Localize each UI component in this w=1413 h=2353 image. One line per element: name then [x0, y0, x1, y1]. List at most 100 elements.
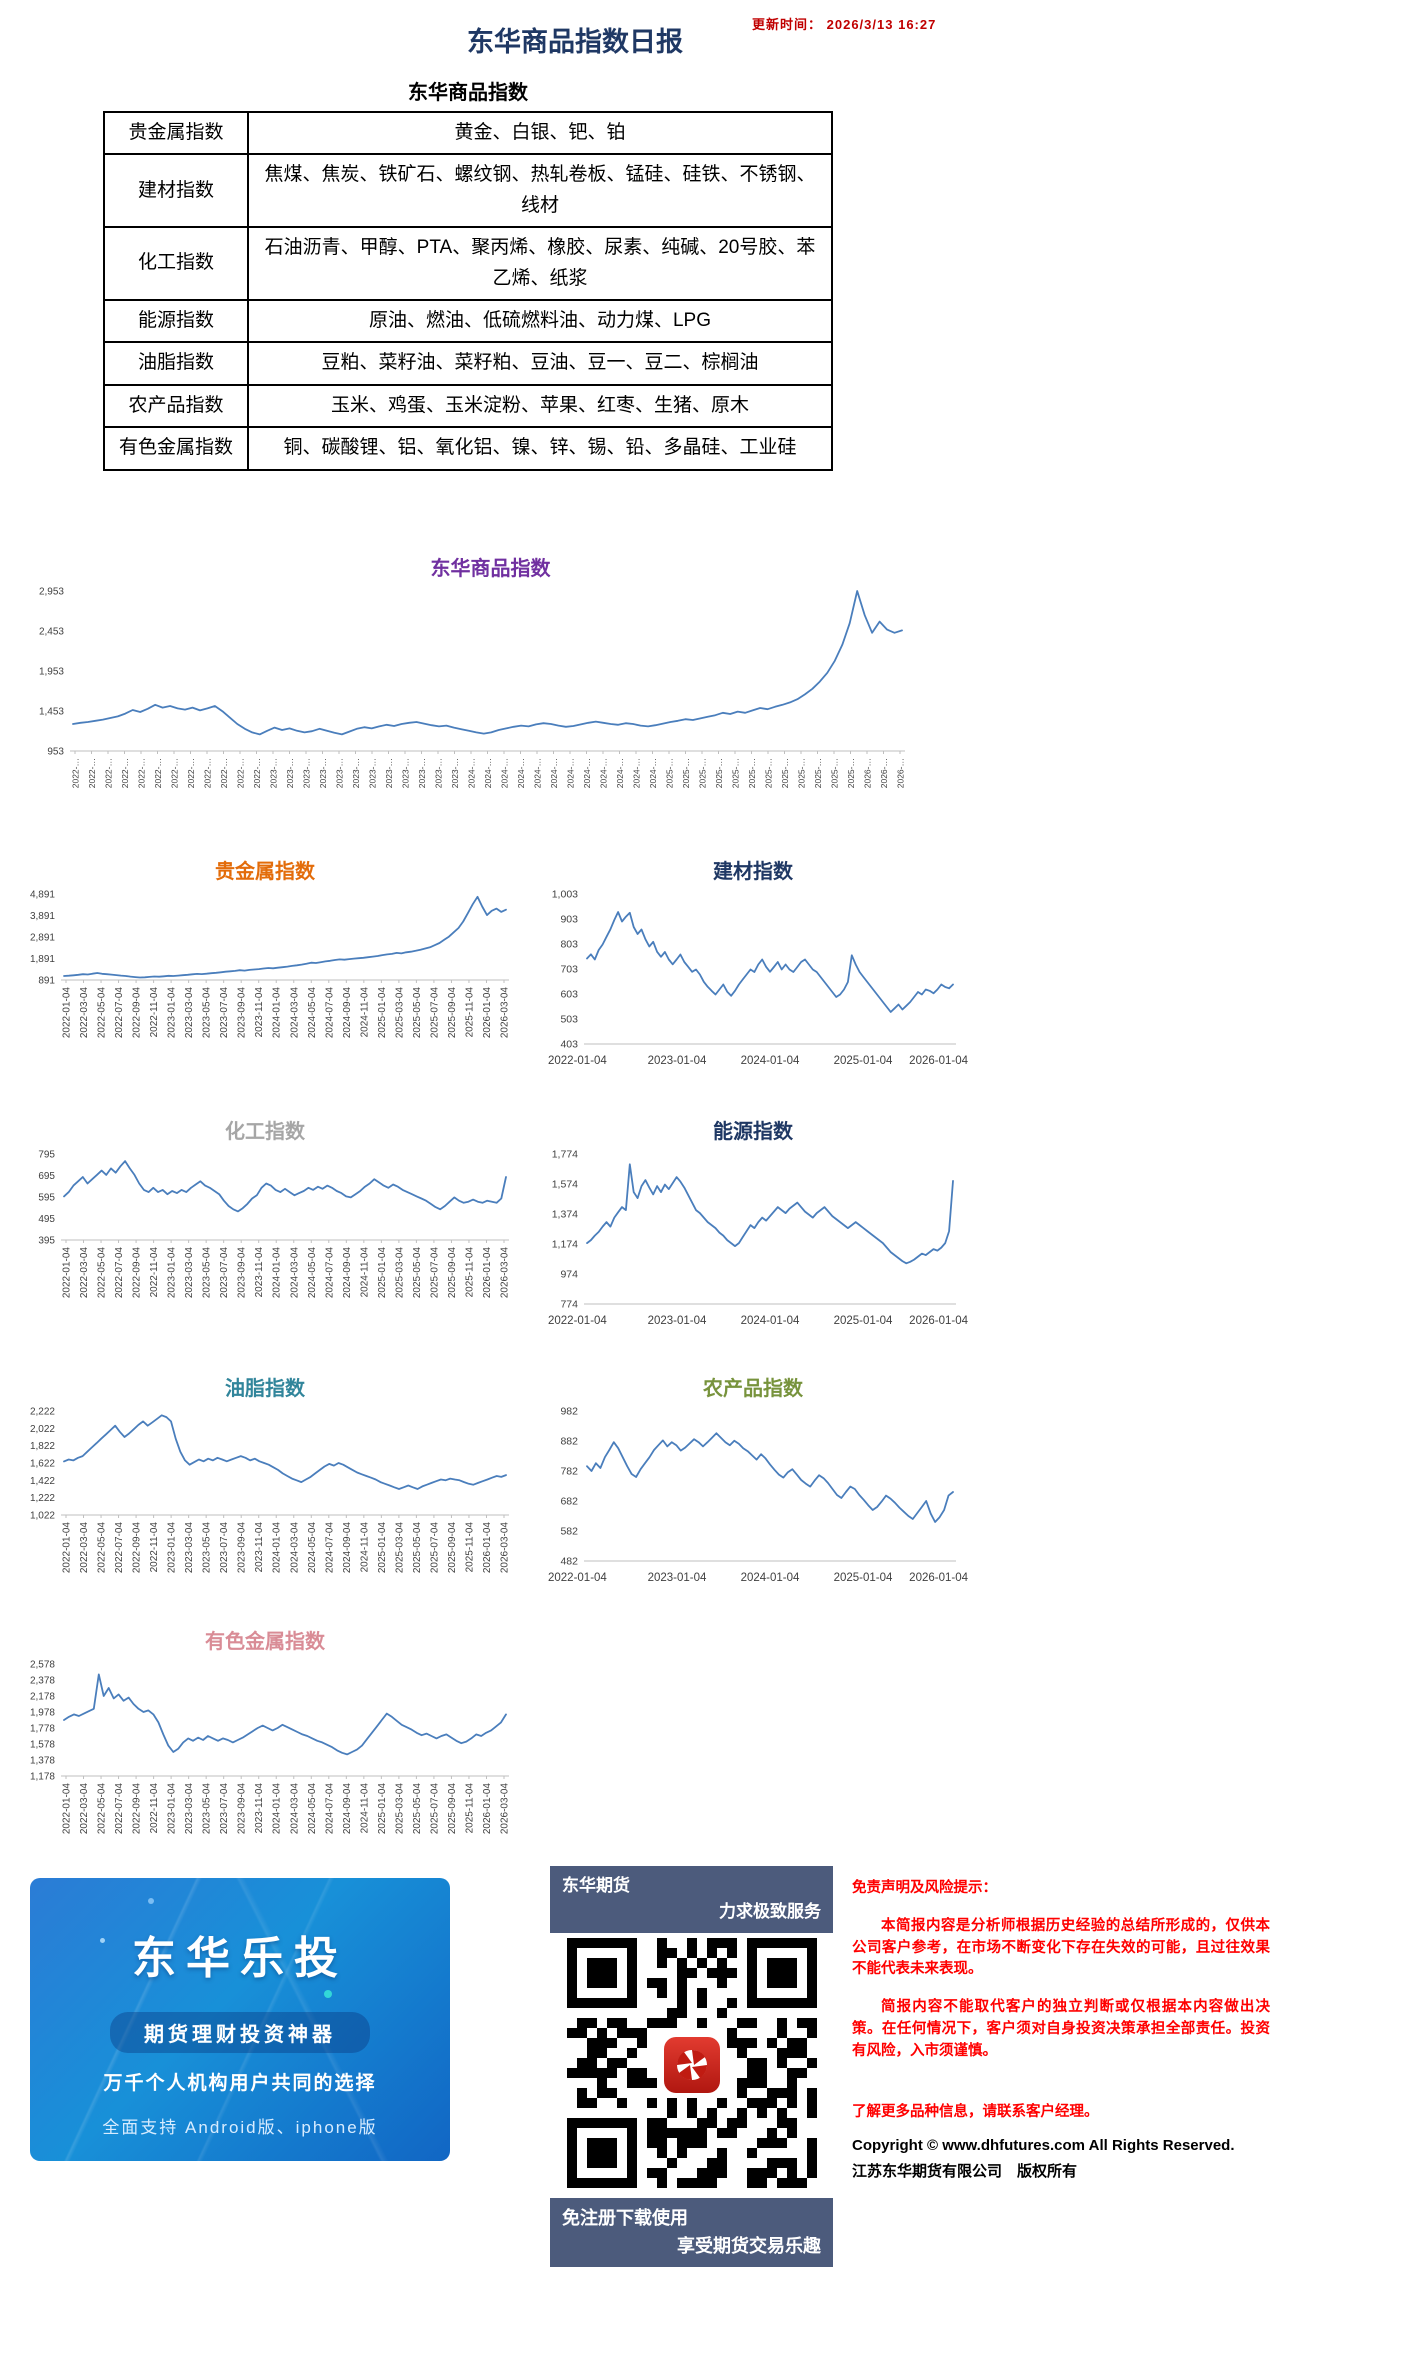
- svg-text:1,953: 1,953: [39, 667, 64, 678]
- index-category: 化工指数: [103, 226, 249, 301]
- svg-text:1,374: 1,374: [552, 1209, 578, 1221]
- svg-text:703: 703: [560, 964, 578, 976]
- svg-text:595: 595: [38, 1193, 55, 1204]
- svg-text:2022-…: 2022-…: [236, 758, 246, 788]
- svg-text:2026-03-04: 2026-03-04: [500, 1247, 511, 1299]
- chart-dhci-main: 东华商品指数 2,953 2,453 1,953 1,453 953 2022-… 2022…: [18, 552, 923, 827]
- svg-text:2023-…: 2023-…: [318, 758, 328, 788]
- svg-text:1,891: 1,891: [30, 954, 55, 965]
- svg-text:2026-01-04: 2026-01-04: [482, 1522, 493, 1574]
- svg-text:2025-…: 2025-…: [665, 758, 675, 788]
- svg-text:2023-03-04: 2023-03-04: [184, 987, 195, 1039]
- svg-text:2025-01-04: 2025-01-04: [377, 1522, 388, 1574]
- svg-text:603: 603: [560, 989, 578, 1001]
- svg-text:2024-07-04: 2024-07-04: [324, 1247, 335, 1299]
- svg-text:982: 982: [560, 1406, 578, 1418]
- qr-footer-line2: 享受期货交易乐趣: [677, 2235, 821, 2256]
- svg-text:2024-…: 2024-…: [582, 758, 592, 788]
- chart-title-chemical: 化工指数: [225, 1121, 305, 1143]
- svg-text:2026-01-04: 2026-01-04: [482, 987, 493, 1039]
- svg-text:2025-…: 2025-…: [714, 758, 724, 788]
- table-row: 化工指数 石油沥青、甲醇、PTA、聚丙烯、橡胶、尿素、纯碱、20号胶、苯乙烯、纸…: [103, 226, 833, 301]
- chart-title-energy: 能源指数: [713, 1121, 793, 1143]
- svg-text:2023-01-04: 2023-01-04: [648, 1315, 707, 1327]
- chart-title-precious: 贵金属指数: [215, 861, 315, 883]
- svg-text:2025-03-04: 2025-03-04: [394, 1522, 405, 1574]
- copyright-line2: 江苏东华期货有限公司 版权所有: [852, 2162, 1078, 2180]
- app-tagline: 期货理财投资神器: [109, 2012, 371, 2053]
- svg-text:2023-01-04: 2023-01-04: [648, 1055, 707, 1067]
- svg-text:2022-03-04: 2022-03-04: [79, 1783, 90, 1835]
- qr-panel: 东华期货 力求极致服务 免注册下载使用 享受期货交易乐趣: [550, 1866, 833, 2268]
- svg-text:2022-09-04: 2022-09-04: [132, 1522, 143, 1574]
- app-promo-banner: 东华乐投 期货理财投资神器 万千个人机构用户共同的选择 全面支持 Android…: [30, 1878, 450, 2161]
- svg-text:2024-05-04: 2024-05-04: [307, 987, 318, 1039]
- svg-text:582: 582: [560, 1526, 578, 1538]
- svg-text:1,622: 1,622: [30, 1459, 55, 1470]
- update-time: 更新时间： 2026/3/13 16:27: [752, 14, 1152, 33]
- svg-text:2025-05-04: 2025-05-04: [412, 1783, 423, 1835]
- svg-text:2026-01-04: 2026-01-04: [482, 1783, 493, 1835]
- svg-text:2022-…: 2022-…: [252, 758, 262, 788]
- svg-text:1,774: 1,774: [552, 1149, 578, 1161]
- qr-code: [550, 1932, 833, 2198]
- chart-canvas-nonferrous: 2,578 2,378 2,178 1,978 1,778 1,578 1,378 1,178…: [15, 1656, 515, 1866]
- svg-text:2,178: 2,178: [30, 1692, 55, 1703]
- chart-canvas-precious: 4,891 3,891 2,891 1,891 891 2022-01-04 2022-03…: [15, 886, 515, 1070]
- chart-nonferrous-metals: 有色金属指数 2,578 2,378 2,178 1,978 1,778 1,578 1,3…: [15, 1625, 515, 1866]
- app-platform-support: 全面支持 Android版、iphone版: [102, 2118, 378, 2137]
- svg-text:1,022: 1,022: [30, 1511, 55, 1522]
- index-category: 能源指数: [103, 298, 249, 344]
- svg-text:2025-01-04: 2025-01-04: [834, 1315, 893, 1327]
- svg-text:2022-05-04: 2022-05-04: [97, 1247, 108, 1299]
- svg-text:2022-…: 2022-…: [219, 758, 229, 788]
- svg-text:2023-…: 2023-…: [351, 758, 361, 788]
- svg-text:891: 891: [38, 976, 55, 987]
- chart-title-nonferrous: 有色金属指数: [205, 1631, 325, 1653]
- svg-text:2024-…: 2024-…: [467, 758, 477, 788]
- svg-text:2024-09-04: 2024-09-04: [342, 987, 353, 1039]
- chart-agricultural: 农产品指数 982 882 782 682 582 482 2022-01-04 2023-0…: [528, 1372, 978, 1595]
- svg-text:2,578: 2,578: [30, 1660, 55, 1671]
- svg-text:2024-01-04: 2024-01-04: [741, 1572, 800, 1584]
- svg-text:2022-03-04: 2022-03-04: [79, 1522, 90, 1574]
- svg-text:3,891: 3,891: [30, 911, 55, 922]
- chart-canvas-oils: 2,222 2,022 1,822 1,622 1,422 1,222 1,022 2022-…: [15, 1403, 515, 1605]
- dhfutures-logo-icon: [663, 2037, 720, 2094]
- svg-text:2025-…: 2025-…: [797, 758, 807, 788]
- svg-text:2023-05-04: 2023-05-04: [202, 1247, 213, 1299]
- svg-text:2025-05-04: 2025-05-04: [412, 1247, 423, 1299]
- svg-text:774: 774: [560, 1299, 578, 1311]
- svg-text:2,378: 2,378: [30, 1676, 55, 1687]
- index-components: 豆粕、菜籽油、菜籽粕、豆油、豆一、豆二、棕榈油: [247, 341, 833, 386]
- svg-text:2025-11-04: 2025-11-04: [464, 987, 475, 1038]
- svg-text:782: 782: [560, 1466, 578, 1478]
- svg-text:2022-11-04: 2022-11-04: [149, 1247, 160, 1298]
- chart-precious-metals: 贵金属指数 4,891 3,891 2,891 1,891 891 2022-01-04 2…: [15, 855, 515, 1070]
- svg-text:2026-…: 2026-…: [863, 758, 873, 788]
- svg-text:2025-05-04: 2025-05-04: [412, 1522, 423, 1574]
- svg-text:2024-11-04: 2024-11-04: [359, 1522, 370, 1573]
- svg-text:1,574: 1,574: [552, 1179, 578, 1191]
- svg-text:803: 803: [560, 939, 578, 951]
- svg-text:882: 882: [560, 1436, 578, 1448]
- svg-text:2024-01-04: 2024-01-04: [741, 1315, 800, 1327]
- svg-text:2022-03-04: 2022-03-04: [79, 987, 90, 1039]
- svg-text:2022-09-04: 2022-09-04: [132, 987, 143, 1039]
- qr-header-line2: 力求极致服务: [719, 1902, 821, 1922]
- svg-text:2023-05-04: 2023-05-04: [202, 1783, 213, 1835]
- svg-text:2023-09-04: 2023-09-04: [237, 987, 248, 1039]
- svg-text:2023-07-04: 2023-07-04: [219, 1247, 230, 1299]
- svg-text:503: 503: [560, 1014, 578, 1026]
- svg-text:2025-…: 2025-…: [747, 758, 757, 788]
- disclaimer-title: 免责声明及风险提示：: [852, 1880, 997, 1896]
- svg-text:2023-…: 2023-…: [269, 758, 279, 788]
- disclaimer-para1: 本简报内容是分析师根据历史经验的总结所形成的，仅供本公司客户参考，在市场不断变化…: [852, 1917, 1270, 1978]
- svg-text:1,422: 1,422: [30, 1476, 55, 1487]
- table-row: 有色金属指数 铜、碳酸锂、铝、氧化铝、镍、锌、锡、铅、多晶硅、工业硅: [103, 426, 833, 471]
- svg-text:695: 695: [38, 1171, 55, 1182]
- table-row: 农产品指数 玉米、鸡蛋、玉米淀粉、苹果、红枣、生猪、原木: [103, 383, 833, 429]
- svg-text:2022-…: 2022-…: [87, 758, 97, 788]
- svg-text:2024-01-04: 2024-01-04: [272, 1783, 283, 1835]
- svg-text:2023-…: 2023-…: [285, 758, 295, 788]
